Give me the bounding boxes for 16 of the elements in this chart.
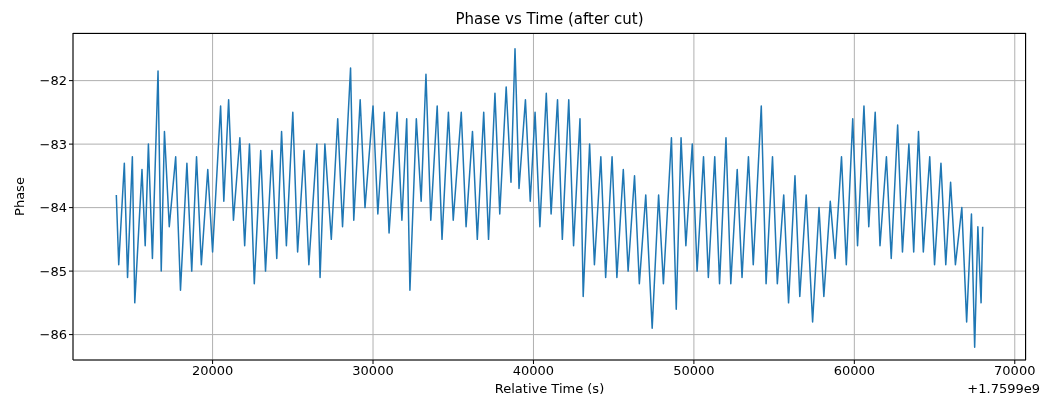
x-tick-label: 60000 — [833, 363, 876, 379]
chart-title: Phase vs Time (after cut) — [454, 10, 645, 28]
y-tick-label: −84 — [39, 200, 67, 216]
y-tick-label: −83 — [39, 136, 67, 152]
y-axis-title: Phase — [11, 175, 27, 218]
x-tick-label: 40000 — [512, 363, 555, 379]
x-tick-label: 30000 — [352, 363, 394, 379]
x-tick-label: 20000 — [191, 363, 234, 379]
y-tick-label: −86 — [39, 327, 67, 343]
x-tick-label: 50000 — [673, 363, 715, 379]
text: +1.7599e9 — [967, 381, 1040, 396]
y-tick-label: −85 — [39, 263, 67, 279]
line-series — [115, 48, 984, 349]
x-tick-label: 70000 — [994, 363, 1036, 379]
y-tick-label: −82 — [39, 73, 67, 89]
x-axis-title: Relative Time (s) — [494, 381, 605, 396]
